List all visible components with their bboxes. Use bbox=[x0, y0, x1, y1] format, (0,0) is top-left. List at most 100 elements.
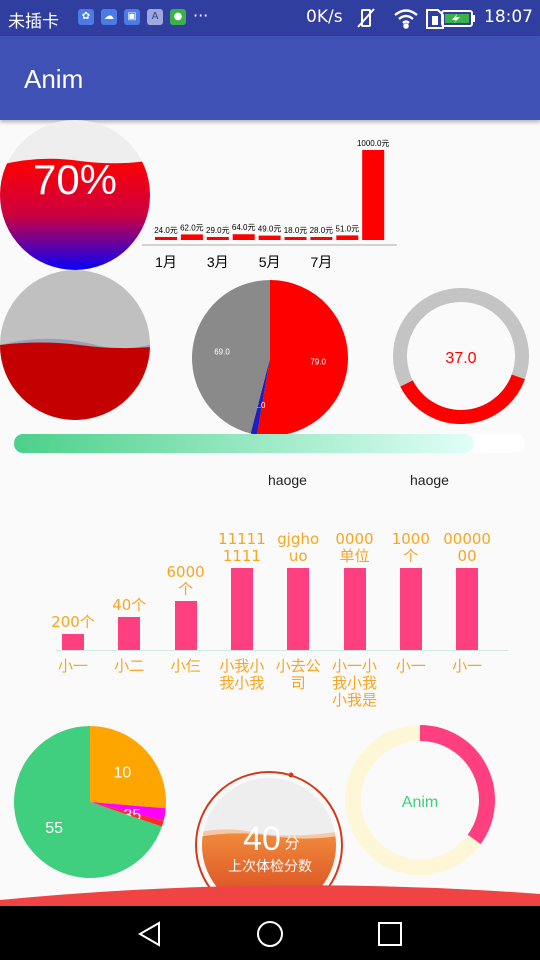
score-caption: 上次体检分数 bbox=[228, 858, 312, 874]
month-bar bbox=[258, 235, 281, 240]
ring-progress-37: 37.0 bbox=[393, 288, 529, 424]
month-bar-value-label: 1000.0元 bbox=[357, 139, 389, 148]
pie-slice-label: 69.0 bbox=[214, 348, 230, 357]
month-bar bbox=[232, 234, 255, 240]
ring-progress-arc bbox=[419, 725, 495, 845]
text-bar bbox=[174, 600, 197, 650]
text-bar-value-label: 0000000 bbox=[443, 530, 491, 565]
legend-label-2: haoge bbox=[410, 472, 449, 488]
navigation-bar bbox=[0, 906, 540, 960]
recents-button[interactable] bbox=[376, 920, 404, 948]
text-bar-name-label: 小仨 bbox=[170, 657, 201, 675]
pie-chart-1: 79.0 2.0 69.0 bbox=[192, 280, 349, 436]
text-bar bbox=[399, 568, 422, 650]
month-bar bbox=[310, 237, 333, 240]
back-triangle-icon bbox=[138, 921, 160, 947]
text-bar-name-label: 小一 bbox=[57, 657, 88, 675]
score-unit: 分 bbox=[284, 835, 299, 852]
pie-slice-label: 55 bbox=[45, 820, 63, 837]
anim-ring: Anim bbox=[345, 725, 495, 875]
cloud-icon: ☁ bbox=[101, 9, 117, 25]
bottom-red-wave bbox=[0, 885, 540, 908]
text-bar-value-label: 6000个 bbox=[166, 562, 205, 598]
text-bar-name-label: 小二 bbox=[114, 657, 145, 675]
month-bar bbox=[362, 150, 385, 240]
text-bar bbox=[62, 633, 84, 650]
home-button[interactable] bbox=[256, 920, 284, 948]
text-bar-value-label: 1000个 bbox=[391, 530, 430, 565]
month-bar-value-label: 29.0元 bbox=[206, 226, 230, 235]
pie-slice bbox=[90, 802, 164, 827]
pie-slice-label: 2.0 bbox=[254, 401, 266, 410]
progress-fill bbox=[14, 434, 474, 453]
recents-square-icon bbox=[378, 922, 402, 946]
network-speed: 0K/s bbox=[306, 7, 343, 27]
more-dots-icon: ··· bbox=[193, 6, 209, 25]
pie-slice-label: 79.0 bbox=[310, 358, 326, 367]
month-bar bbox=[155, 237, 177, 240]
score-value: 40 bbox=[243, 820, 281, 858]
battery-icon bbox=[441, 10, 475, 27]
sim-icon bbox=[426, 9, 444, 29]
calendar-icon: ▣ bbox=[124, 9, 140, 25]
month-bar-value-label: 18.0元 bbox=[284, 226, 308, 235]
month-bar-chart: 24.0元 62.0元 29.0元 64.0元 49.0元 18.0元 28.0元 51.0元… bbox=[142, 139, 397, 270]
anim-ring-label: Anim bbox=[402, 794, 438, 811]
status-system-icons bbox=[357, 8, 475, 29]
text-bar-name-label: 小一 bbox=[395, 657, 426, 675]
font-icon: A bbox=[147, 9, 163, 25]
month-bar bbox=[336, 235, 359, 240]
pie-slice bbox=[90, 802, 166, 821]
clock: 18:07 bbox=[484, 7, 533, 27]
vibrate-off-icon bbox=[357, 8, 375, 28]
month-bar bbox=[284, 237, 307, 240]
text-bar bbox=[343, 568, 366, 650]
month-x-label: 3月 bbox=[207, 254, 229, 270]
wifi-icon bbox=[394, 9, 418, 29]
month-bar-value-label: 64.0元 bbox=[232, 223, 256, 232]
pie-slice bbox=[256, 280, 349, 436]
month-x-label: 7月 bbox=[311, 254, 333, 270]
text-bar-value-label: 111111111 bbox=[218, 530, 266, 565]
ring-progress-arc bbox=[400, 374, 525, 424]
ring-progress-value: 37.0 bbox=[445, 350, 476, 367]
text-bar-value-label: gjghouo bbox=[277, 530, 320, 565]
baidu-icon: ✿ bbox=[78, 9, 94, 25]
score-ball-outline bbox=[195, 771, 343, 908]
app-bar bbox=[0, 36, 540, 120]
status-bar: 未插卡 ✿ ☁ ▣ A ● ··· 0K/s 18:07 bbox=[0, 0, 540, 36]
month-bar bbox=[206, 237, 229, 240]
text-bar bbox=[287, 568, 310, 650]
month-bar-value-label: 24.0元 bbox=[154, 226, 178, 235]
pie-slice bbox=[192, 280, 270, 434]
text-bar-value-label: 40个 bbox=[112, 596, 147, 615]
wave-ball-percent-text: 70% bbox=[33, 156, 117, 203]
app-title: Anim bbox=[24, 64, 84, 94]
legend-label-1: haoge bbox=[268, 472, 307, 488]
pie-slice-label: 10 bbox=[114, 764, 132, 781]
text-bar bbox=[456, 568, 479, 650]
pie-slice bbox=[250, 358, 270, 435]
wave-ball-red bbox=[0, 270, 150, 420]
text-bar-name-label: 小去公司 bbox=[275, 657, 321, 692]
notification-icons: ✿ ☁ ▣ A ● ··· bbox=[78, 6, 209, 25]
text-bar-name-label: 小一小我小我小我是 bbox=[331, 657, 377, 709]
text-bar bbox=[230, 568, 253, 650]
month-bar-value-label: 51.0元 bbox=[336, 224, 360, 233]
month-bar-value-label: 62.0元 bbox=[180, 223, 204, 232]
back-button[interactable] bbox=[136, 920, 164, 948]
wave-ball-70-percent: 70% bbox=[0, 120, 150, 270]
pie-slice bbox=[14, 726, 162, 878]
text-bar-value-label: 0000单位 bbox=[335, 530, 374, 565]
carrier-label: 未插卡 bbox=[8, 12, 59, 32]
text-bar-chart: 200个 小一 40个 小二 6000个 小仨 111111111 小我小我小我 gjghouo… bbox=[0, 520, 540, 720]
month-bar-value-label: 28.0元 bbox=[310, 226, 334, 235]
wechat-icon: ● bbox=[170, 9, 186, 25]
month-x-label: 1月 bbox=[155, 254, 177, 270]
gradient-progress-bar bbox=[14, 434, 525, 453]
pie-slice bbox=[90, 726, 166, 809]
month-bar bbox=[180, 234, 203, 240]
month-x-label: 5月 bbox=[259, 254, 281, 270]
text-bar-name-label: 小我小我小我 bbox=[219, 657, 265, 692]
